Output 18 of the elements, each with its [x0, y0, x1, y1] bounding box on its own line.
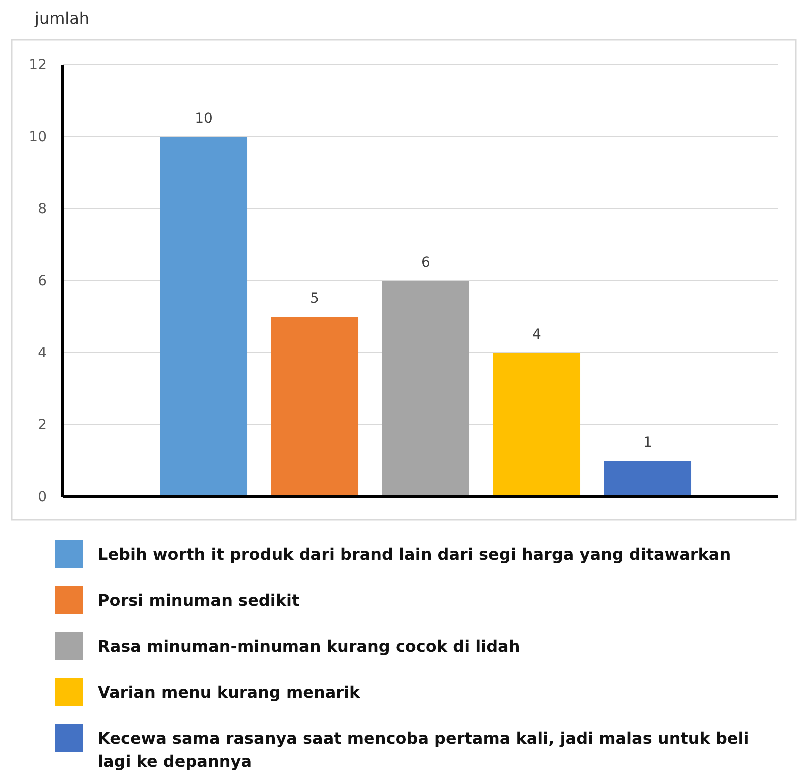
y-tick-label: 4: [38, 345, 48, 362]
data-label: 6: [422, 255, 431, 271]
legend-label: Kecewa sama rasanya saat mencoba pertama kali, jadi malas untuk beli lagi ke depannya: [98, 729, 750, 771]
y-tick-label: 0: [38, 489, 47, 506]
data-label: 1: [644, 435, 652, 451]
data-label: 4: [532, 327, 542, 343]
legend-label: Rasa minuman-minuman kurang cocok di lidah: [98, 637, 520, 656]
y-tick-label: 12: [29, 57, 47, 74]
data-label: 5: [310, 291, 320, 307]
y-tick-label: 10: [29, 129, 47, 146]
legend-label: Lebih worth it produk dari brand lain dari segi harga yang ditawarkan: [98, 545, 732, 564]
data-label: 10: [195, 111, 213, 127]
y-tick-label: 6: [38, 273, 48, 290]
legend-label: Varian menu kurang menarik: [98, 683, 361, 702]
y-tick-label: 2: [38, 417, 47, 434]
y-tick-label: 8: [38, 201, 47, 218]
legend-label: Porsi minuman sedikit: [98, 591, 300, 610]
y-axis-title: jumlah: [34, 9, 90, 28]
